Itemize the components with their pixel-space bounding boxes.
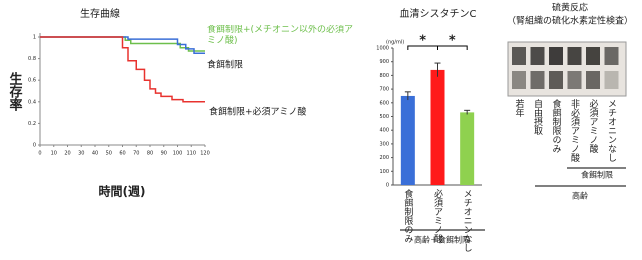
- column-label: 必須アミノ酸: [588, 98, 599, 154]
- group-label: 高齢: [572, 191, 588, 201]
- y-tick-label: 0.8: [28, 56, 36, 62]
- y-tick-label: 500: [379, 114, 389, 120]
- sample-square: [530, 71, 545, 89]
- x-tick-label: 110: [186, 151, 196, 157]
- bar: [400, 95, 415, 185]
- bar: [460, 112, 475, 185]
- y-axis-label: 生存率: [7, 71, 23, 112]
- x-tick-label: 0: [38, 151, 41, 157]
- sample-square: [530, 47, 545, 65]
- significance-mark: *: [419, 34, 426, 49]
- y-tick-label: 400: [379, 128, 389, 134]
- assay-title: 硫黄反応: [552, 2, 588, 14]
- legend-label: 食餌制限+(メチオニン以外の必須アミノ酸): [207, 25, 354, 46]
- x-tick-label: 食餌制限のみ: [402, 188, 413, 243]
- y-tick-label: 900: [379, 59, 389, 65]
- sample-square: [512, 71, 526, 89]
- legend-label: 食餌制限+必須アミノ酸: [209, 106, 306, 118]
- sample-square: [567, 47, 582, 65]
- unit-label: (ng/ml): [386, 40, 404, 46]
- y-tick-label: 0.2: [28, 121, 36, 127]
- sample-square: [586, 71, 600, 89]
- y-tick-label: 600: [379, 100, 389, 106]
- y-tick-label: 0.4: [28, 99, 36, 105]
- bar-title: 血清シスタチンC: [400, 7, 477, 20]
- x-tick-label: 必須アミノ酸: [432, 188, 443, 244]
- group-label: 食餌制限: [581, 170, 613, 180]
- y-tick-label: 0: [386, 183, 389, 189]
- sample-square: [567, 71, 582, 89]
- x-tick-label: 120: [200, 151, 210, 157]
- x-tick-label: 30: [78, 151, 84, 157]
- legend-label: 食餌制限: [207, 59, 243, 71]
- y-tick-label: 100: [379, 169, 389, 175]
- sample-square: [549, 47, 563, 65]
- sample-square: [512, 47, 526, 65]
- x-tick-label: 70: [133, 151, 139, 157]
- y-tick-label: 1: [33, 35, 36, 41]
- significance-bracket: [437, 45, 468, 50]
- x-tick-label: 10: [51, 151, 57, 157]
- column-label: 自由摂取: [532, 98, 543, 136]
- survival-line: [40, 36, 205, 54]
- x-tick-label: 20: [64, 151, 70, 157]
- x-tick-label: 90: [161, 151, 167, 157]
- y-tick-label: 200: [379, 155, 389, 161]
- sample-square: [604, 71, 619, 89]
- x-tick-label: メチオニンなし: [462, 189, 473, 252]
- column-label: メチオニンなし: [606, 99, 617, 162]
- x-tick-label: 40: [92, 151, 98, 157]
- y-tick-label: 0: [33, 143, 36, 149]
- x-tick-label: 100: [173, 151, 183, 157]
- sample-square: [604, 47, 619, 65]
- sample-square: [549, 71, 563, 89]
- column-label: 若年: [514, 98, 525, 118]
- assay-subtitle: （腎組織の硫化水素定性検査）: [507, 15, 633, 27]
- x-tick-label: 60: [119, 151, 125, 157]
- column-label: 非必須アミノ酸: [569, 98, 580, 163]
- y-tick-label: 300: [379, 141, 389, 147]
- x-tick-label: 80: [147, 151, 153, 157]
- x-tick-label: 50: [106, 151, 112, 157]
- x-axis-label: 時間(週): [99, 184, 146, 199]
- y-tick-label: 1000: [376, 46, 389, 52]
- bar: [430, 69, 445, 185]
- y-tick-label: 700: [379, 87, 389, 93]
- y-tick-label: 0.6: [28, 78, 36, 84]
- survival-title: 生存曲線: [80, 7, 120, 20]
- column-label: 食餌制限のみ: [551, 98, 562, 153]
- group-label: 高齢＋食餌制限: [414, 235, 470, 245]
- survival-line: [40, 36, 205, 103]
- y-tick-label: 800: [379, 73, 389, 79]
- legend-label-box: 食餌制限+(メチオニン以外の必須アミノ酸): [207, 25, 354, 46]
- significance-mark: *: [449, 34, 456, 49]
- sample-square: [586, 47, 600, 65]
